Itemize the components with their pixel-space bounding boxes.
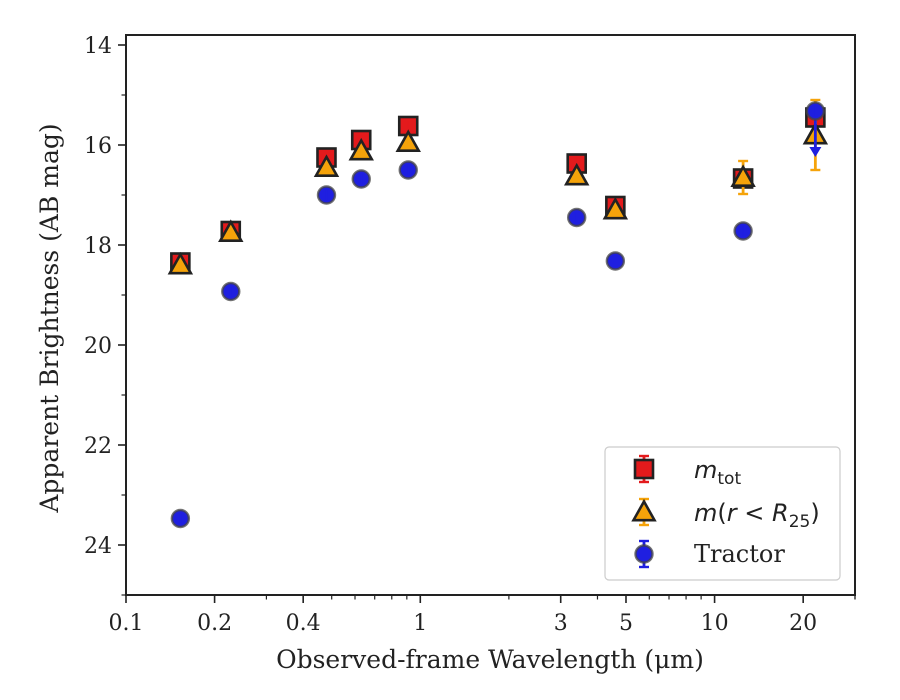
series-square-m-tot (170, 107, 826, 273)
y-tick-label: 22 (84, 434, 112, 459)
plot-area (167, 98, 829, 529)
legend-frame (604, 446, 841, 581)
plot-frame (125, 34, 856, 596)
x-tick-label: 10 (701, 611, 729, 636)
axes: 0.1 0.2 0.4 1 3 5 10 20 14 16 18 20 22 24 (84, 34, 856, 636)
y-tick-label: 16 (84, 134, 112, 159)
y-axis-label: Apparent Brightness (AB mag) (35, 123, 64, 513)
y-tick-label: 24 (84, 534, 112, 559)
x-tick-label: 20 (789, 611, 817, 636)
legend-marker-circle-tractor (634, 544, 654, 564)
x-tick-label: 5 (619, 611, 633, 636)
legend-label-tractor: Tractor (694, 540, 785, 568)
y-tick-label: 14 (84, 34, 112, 59)
x-tick-label: 0.2 (197, 611, 232, 636)
x-tick-label: 3 (554, 611, 568, 636)
legend-markers (631, 454, 657, 569)
series-circle-tractor (170, 101, 826, 529)
legend-marker-triangle-m-r-r25 (631, 498, 657, 522)
legend-label-m-r-r25: m(r < R25) (694, 499, 820, 532)
x-axis-label: Observed-frame Wavelength (μm) (276, 645, 704, 674)
y-tick-label: 20 (84, 334, 112, 359)
x-tick-label: 0.4 (286, 611, 321, 636)
legend-marker-square-m-tot (633, 458, 655, 480)
legend: mtot m(r < R25) Tractor (604, 446, 841, 581)
x-tick-label: 1 (413, 611, 427, 636)
limit-arrow-head (809, 147, 822, 157)
series-triangle-m-r-r25 (167, 98, 829, 275)
x-tick-label: 0.1 (109, 611, 144, 636)
legend-label-m-tot: mtot (694, 456, 741, 489)
y-tick-label: 18 (84, 234, 112, 259)
